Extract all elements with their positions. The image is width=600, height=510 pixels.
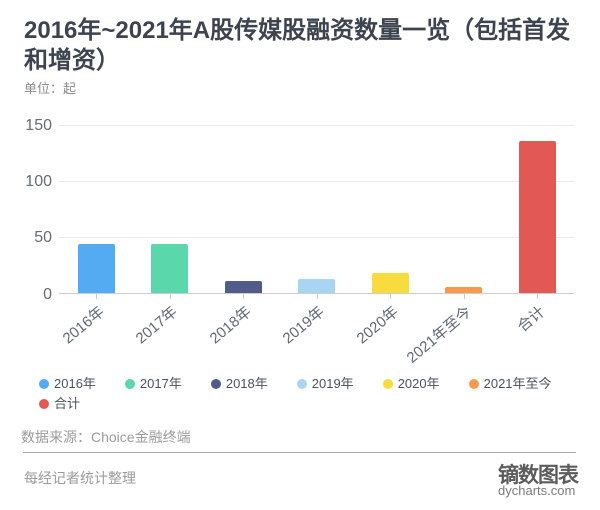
legend-label: 2019年 bbox=[311, 376, 354, 391]
legend-item-合计[interactable]: 合计 bbox=[39, 397, 80, 411]
bar-2021年至今[interactable] bbox=[445, 286, 482, 294]
gridline-y50 bbox=[59, 237, 574, 239]
y-axis-label-150: 150 bbox=[25, 117, 52, 134]
brand-domain: dycharts.com bbox=[498, 483, 576, 498]
legend-label: 2020年 bbox=[397, 376, 440, 391]
compiler-note: 每经记者统计整理 bbox=[24, 470, 136, 486]
x-axis-tick-2018年 bbox=[243, 293, 244, 299]
legend-label: 2018年 bbox=[225, 376, 268, 391]
data-source-note: 数据来源：Choice金融终端 bbox=[21, 429, 191, 445]
x-axis-label-合计: 合计 bbox=[514, 302, 549, 336]
x-axis-label-2020年: 2020年 bbox=[353, 302, 402, 347]
bar-2018年[interactable] bbox=[224, 281, 262, 294]
x-axis-tick-2016年 bbox=[96, 293, 97, 299]
legend-item-2016年[interactable]: 2016年 bbox=[39, 377, 96, 391]
legend-dot-icon bbox=[39, 399, 49, 409]
x-axis-label-2017年: 2017年 bbox=[132, 302, 181, 347]
legend-item-2019年[interactable]: 2019年 bbox=[296, 376, 354, 391]
bar-合计[interactable] bbox=[518, 140, 556, 294]
x-axis-label-2018年: 2018年 bbox=[206, 302, 255, 347]
brand-logo: 镝数图表 dycharts.com bbox=[498, 463, 579, 498]
x-axis-tick-2021年至今 bbox=[463, 293, 465, 299]
footer-divider bbox=[23, 452, 576, 453]
legend-dot-icon bbox=[468, 379, 479, 389]
y-axis-label-50: 50 bbox=[34, 229, 52, 247]
bar-2019年[interactable] bbox=[298, 278, 335, 294]
bar-2016年[interactable] bbox=[77, 244, 115, 294]
gridline-y100 bbox=[59, 181, 574, 183]
x-axis-tick-2020年 bbox=[390, 293, 391, 299]
y-axis-label-0: 0 bbox=[43, 285, 52, 303]
x-axis-label-2019年: 2019年 bbox=[279, 302, 328, 347]
y-axis-label-100: 100 bbox=[25, 173, 52, 191]
chart-title: 2016年~2021年A股传媒股融资数量一览（包括首发和增资） bbox=[24, 17, 571, 74]
legend-item-2021年至今[interactable]: 2021年至今 bbox=[468, 376, 552, 391]
legend-item-2017年[interactable]: 2017年 bbox=[124, 376, 182, 391]
legend-dot-icon bbox=[296, 379, 307, 389]
x-axis-label-2021年至今: 2021年至今 bbox=[403, 302, 475, 367]
legend-label: 2021年至今 bbox=[483, 376, 552, 391]
x-axis-tick-合计 bbox=[537, 293, 538, 299]
chart-legend: 2016年 2017年 2018年 2019年 2020年 2021年至今合计 bbox=[39, 377, 595, 411]
legend-item-2020年[interactable]: 2020年 bbox=[382, 376, 440, 391]
legend-label: 2016年 bbox=[54, 376, 96, 391]
gridline-y150 bbox=[59, 125, 574, 126]
brand-name: 镝数图表 bbox=[498, 463, 579, 487]
unit-label: 单位：起 bbox=[24, 81, 77, 96]
x-axis-tick-2017年 bbox=[169, 293, 171, 299]
legend-dot-icon bbox=[382, 379, 393, 389]
legend-label: 2017年 bbox=[139, 376, 182, 391]
legend-label: 合计 bbox=[54, 396, 81, 411]
x-axis-tick-2019年 bbox=[316, 293, 318, 299]
legend-dot-icon bbox=[210, 379, 221, 389]
legend-dot-icon bbox=[124, 379, 135, 389]
legend-item-2018年[interactable]: 2018年 bbox=[210, 376, 268, 391]
legend-dot-icon bbox=[39, 379, 49, 389]
x-axis-label-2016年: 2016年 bbox=[59, 302, 108, 347]
bar-2017年[interactable] bbox=[151, 244, 188, 294]
bar-2020年[interactable] bbox=[371, 273, 409, 294]
